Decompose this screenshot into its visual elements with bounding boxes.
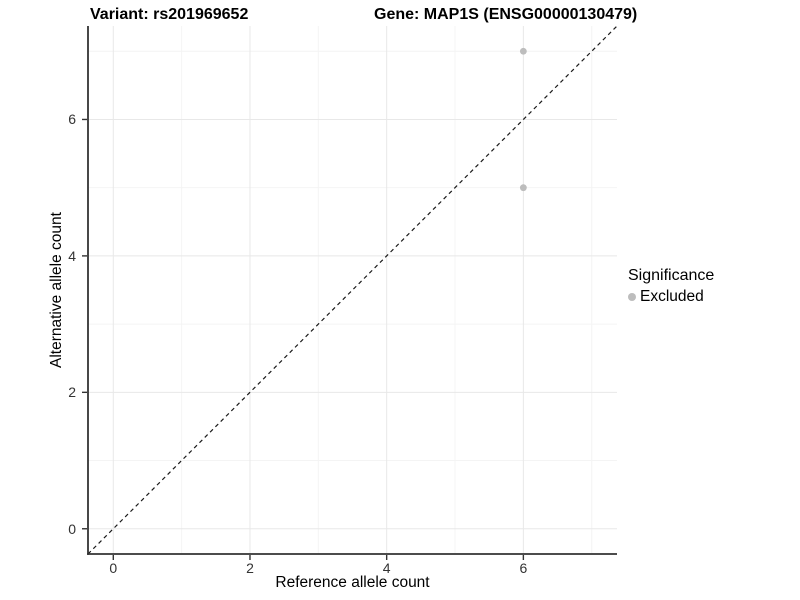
y-tick-label: 2: [68, 384, 76, 401]
legend-item-label: Excluded: [640, 288, 704, 305]
x-tick-label: 4: [382, 560, 391, 576]
data-point: [519, 184, 527, 192]
identity-reference-line: [87, 25, 618, 555]
legend-items: Excluded: [628, 288, 714, 306]
legend-item: Excluded: [628, 288, 714, 306]
y-tick-label: 0: [68, 520, 76, 537]
y-tick-label: 6: [68, 111, 76, 128]
plot-title-gene: Gene: MAP1S (ENSG00000130479): [374, 6, 638, 23]
x-tick-label: 6: [519, 560, 528, 576]
y-tick-label: 4: [68, 247, 76, 264]
y-axis-title: Alternative allele count: [48, 212, 65, 368]
x-axis-title: Reference allele count: [275, 574, 430, 591]
plot-title-variant: Variant: rs201969652: [90, 6, 249, 23]
data-point: [519, 47, 527, 55]
x-tick-label: 0: [109, 560, 118, 576]
legend: Significance Excluded: [628, 267, 714, 306]
legend-point-swatch-icon: [628, 293, 636, 301]
legend-title: Significance: [628, 267, 715, 284]
x-tick-label: 2: [246, 560, 254, 576]
